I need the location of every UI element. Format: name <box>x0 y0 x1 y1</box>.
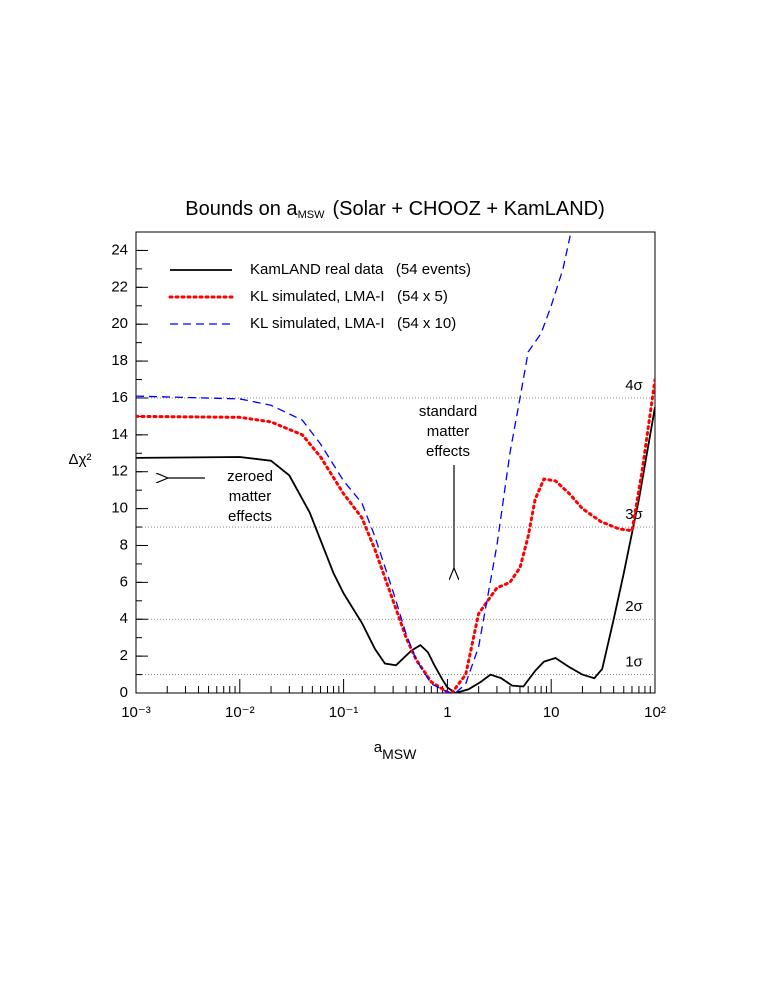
x-tick-label: 1 <box>443 704 451 721</box>
legend-label: KL simulated, LMA-I (54 x 5) <box>250 288 448 305</box>
x-tick-label: 10⁻² <box>225 704 255 721</box>
y-tick-label: 22 <box>111 278 128 295</box>
y-tick-label: 12 <box>111 463 128 480</box>
x-tick-label: 10⁻¹ <box>329 704 359 721</box>
y-tick-label: 6 <box>120 573 128 590</box>
y-tick-label: 4 <box>120 610 128 627</box>
y-axis-label: Δχ² <box>69 451 92 468</box>
legend-label: KL simulated, LMA-I (54 x 10) <box>250 315 456 332</box>
annotation: zeroed matter effects <box>227 468 273 525</box>
series-line <box>136 407 655 693</box>
y-tick-label: 0 <box>120 684 128 701</box>
legend-label: KamLAND real data (54 events) <box>250 261 471 278</box>
y-tick-label: 10 <box>111 500 128 517</box>
y-tick-label: 18 <box>111 352 128 369</box>
x-label-base: a <box>374 739 383 756</box>
annotation-line: standard <box>419 403 477 420</box>
series-line <box>136 378 655 693</box>
series-line <box>136 232 572 693</box>
title-subscript: MSW <box>298 209 326 221</box>
x-label-subscript: MSW <box>382 746 417 762</box>
plot-frame <box>135 231 656 694</box>
sigma-label: 4σ <box>625 377 643 394</box>
x-tick-label: 10 <box>543 704 560 721</box>
x-tick-label: 10² <box>644 704 666 721</box>
annotation-line: matter <box>427 423 470 440</box>
annotation: standard matter effects <box>419 403 477 460</box>
annotation-line: effects <box>426 443 470 460</box>
annotation-line: zeroed <box>227 468 273 485</box>
title-text: Bounds on a <box>185 198 298 220</box>
x-axis-label: aMSW <box>374 739 417 762</box>
annotation-line: matter <box>229 488 272 505</box>
sigma-label: 2σ <box>625 598 643 615</box>
sigma-label: 1σ <box>625 654 643 671</box>
y-tick-label: 24 <box>111 241 128 258</box>
y-tick-label: 8 <box>120 536 128 553</box>
y-tick-label: 16 <box>111 389 128 406</box>
chart-title: Bounds on aMSW (Solar + CHOOZ + KamLAND) <box>185 198 605 221</box>
title-text: (Solar + CHOOZ + KamLAND) <box>332 198 604 220</box>
y-tick-label: 14 <box>111 426 128 443</box>
annotation-line: effects <box>228 508 272 525</box>
y-tick-label: 20 <box>111 315 128 332</box>
x-tick-label: 10⁻³ <box>121 704 151 721</box>
y-tick-label: 2 <box>120 647 128 664</box>
